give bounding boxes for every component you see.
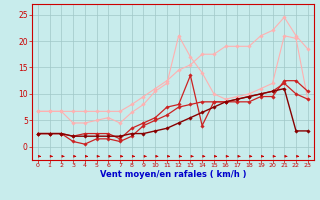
X-axis label: Vent moyen/en rafales ( km/h ): Vent moyen/en rafales ( km/h )	[100, 170, 246, 179]
